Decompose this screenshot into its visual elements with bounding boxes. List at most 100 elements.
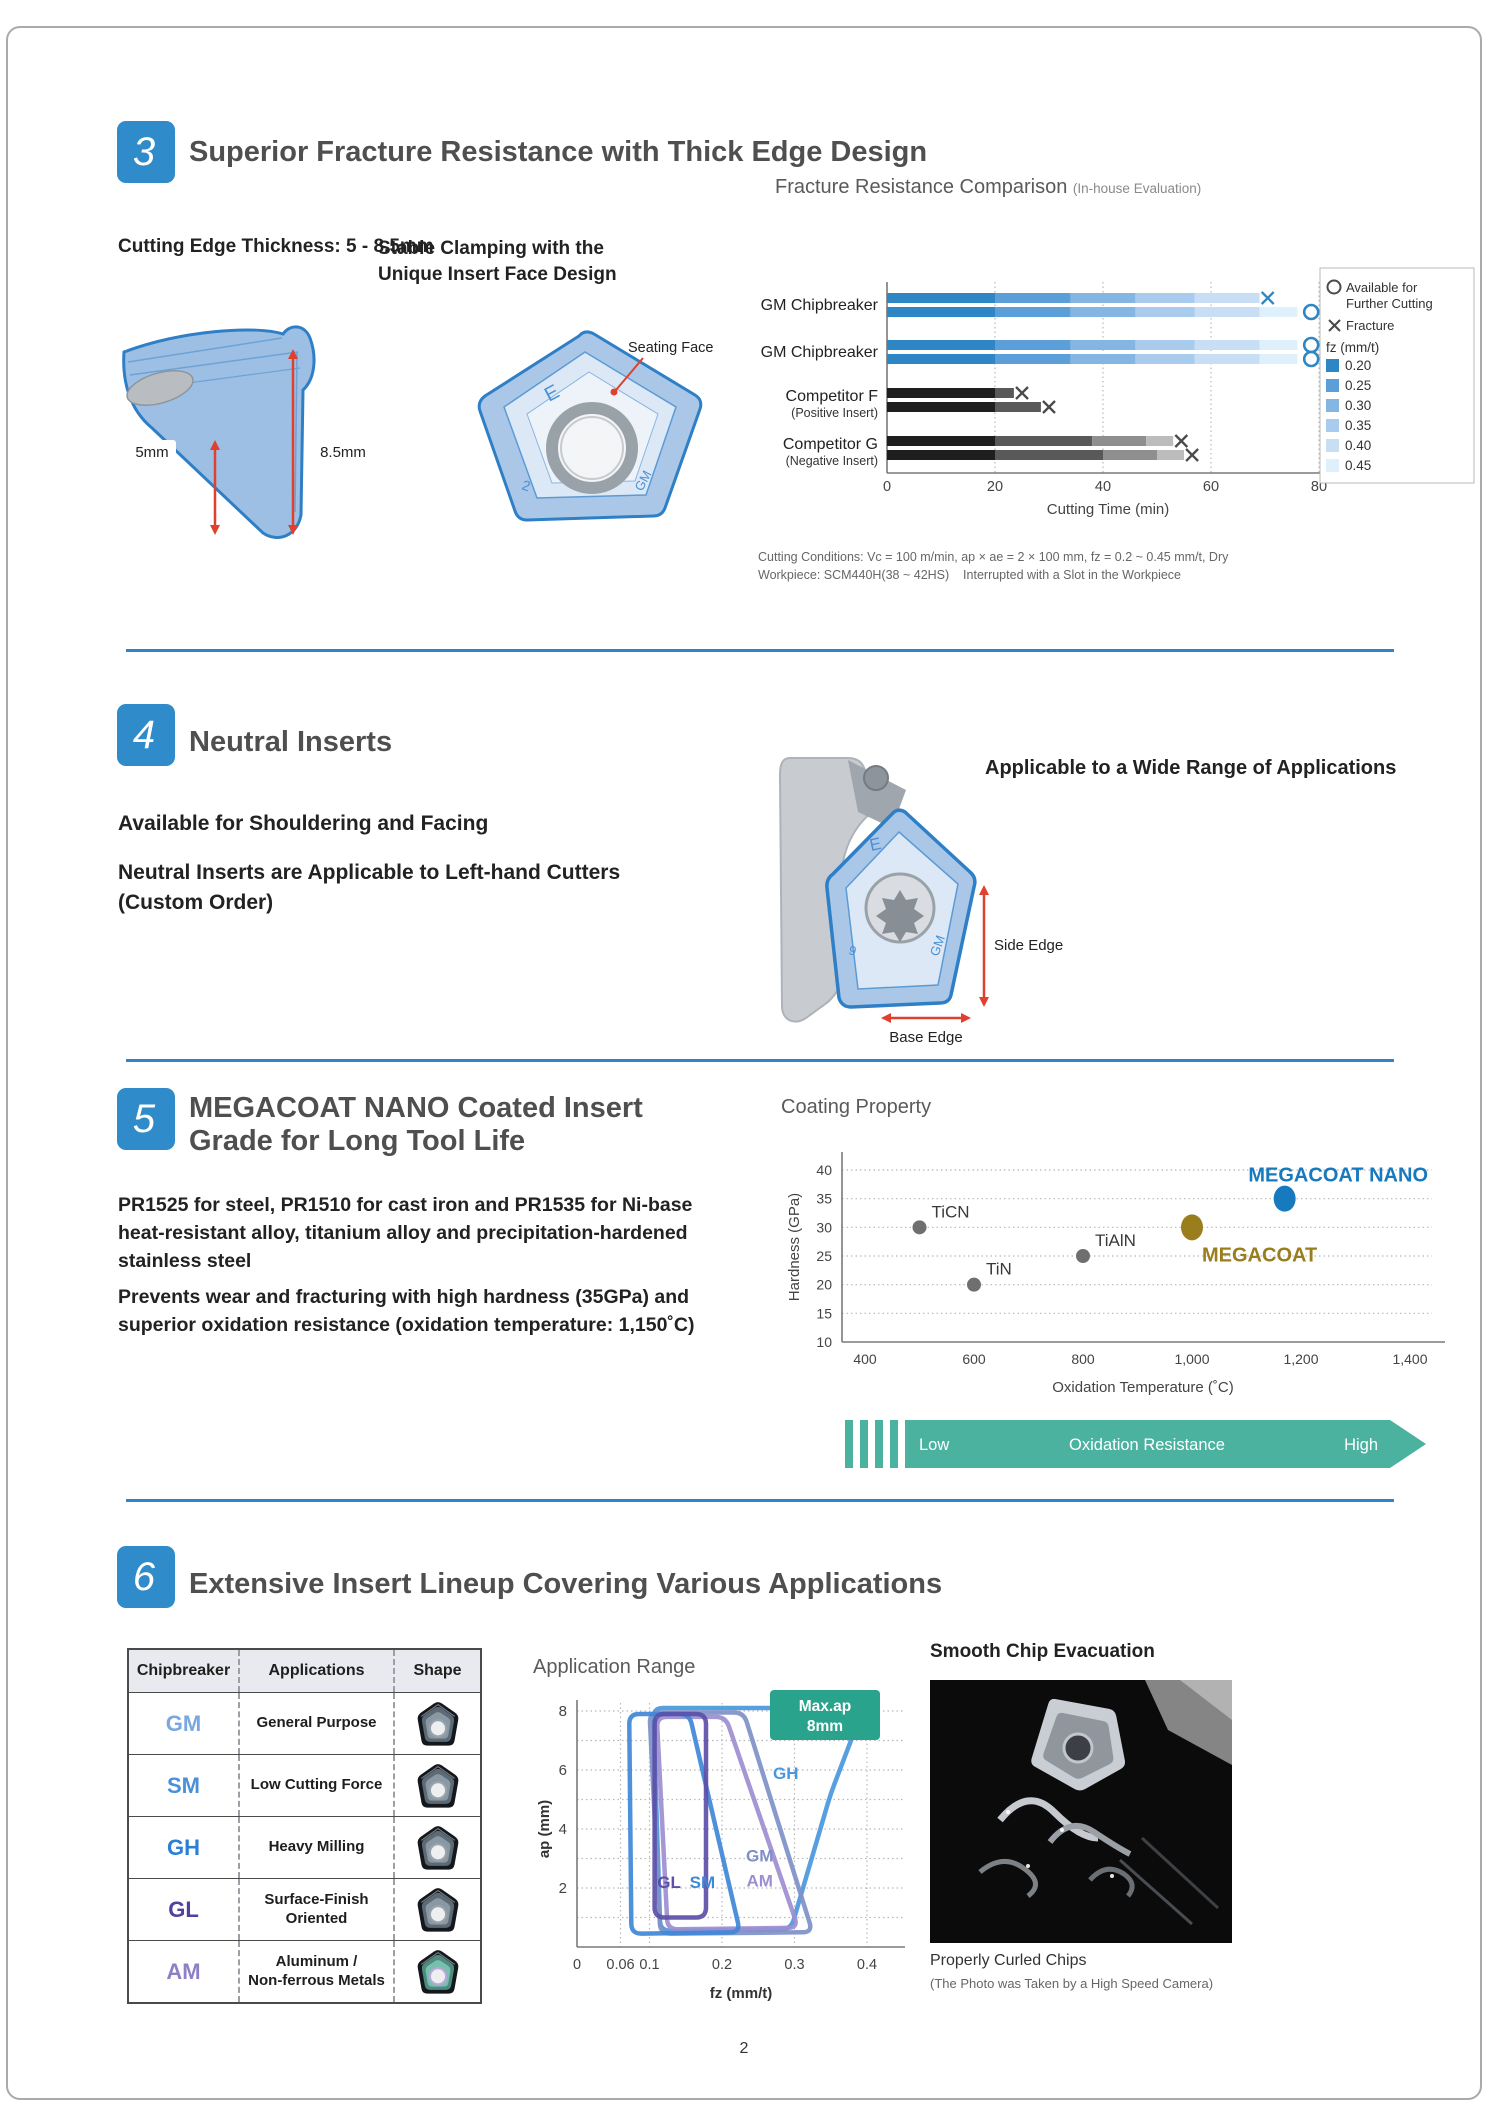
- section-divider: [126, 1059, 1394, 1062]
- x-tick: 0.4: [857, 1957, 877, 1973]
- coating-chart-title: Coating Property: [781, 1096, 932, 1118]
- dim-label-bg: [128, 440, 176, 464]
- legend-fz-value: 0.25: [1345, 378, 1371, 393]
- facet-line: [129, 351, 299, 376]
- legend-swatch: [1326, 459, 1339, 472]
- x-tick: 600: [962, 1351, 986, 1367]
- bar-segment: [995, 402, 1041, 412]
- oxidation-banner-svg: Low Oxidation Resistance High: [845, 1420, 1426, 1468]
- section-3-number-label: 3: [132, 129, 156, 174]
- side-edge-label: Side Edge: [994, 937, 1063, 954]
- row-sublabel: (Positive Insert): [791, 406, 878, 420]
- dim-label-8-5mm: 8.5mm: [320, 444, 366, 461]
- s4-line1: Available for Shouldering and Facing: [118, 812, 489, 835]
- y-axis-label: Hardness (GPa): [786, 1193, 803, 1301]
- bar-segment: [1194, 293, 1260, 303]
- bar-segment: [887, 402, 995, 412]
- bar-segment: [887, 450, 995, 460]
- bar-segment: [995, 340, 1071, 350]
- bar-segment: [1157, 450, 1184, 460]
- section-3-title: Superior Fracture Resistance with Thick …: [189, 136, 928, 168]
- bar-segment: [1194, 307, 1260, 317]
- table-row: AM Aluminum / Non-ferrous Metals: [129, 1940, 480, 2002]
- bar-segment: [1070, 307, 1136, 317]
- scatter-point: TiAlN: [1076, 1231, 1136, 1264]
- col-header-chipbreaker: Chipbreaker: [136, 1662, 231, 1679]
- stable-clamping-heading: Stable Clamping with the Unique Insert F…: [378, 238, 617, 285]
- x-tick: 400: [853, 1351, 877, 1367]
- bar-segment: [1146, 436, 1174, 446]
- photo-caption: Properly Curled Chips: [930, 1952, 1087, 1969]
- section-6-title: Extensive Insert Lineup Covering Various…: [189, 1568, 943, 1600]
- bar-row: GM Chipbreaker: [761, 291, 1320, 321]
- table-cell: GH: [129, 1817, 238, 1878]
- available-circle-marker: [1302, 350, 1320, 368]
- banner-low-label: Low: [919, 1436, 949, 1454]
- region-label-GL: GL: [657, 1873, 681, 1892]
- bar-segment: [1194, 354, 1260, 364]
- legend-available-label: Further Cutting: [1346, 296, 1433, 311]
- section-divider: [126, 649, 1394, 652]
- page-border: [6, 26, 1482, 2100]
- insert-face-figure: E 2 GM Seating Face: [477, 330, 713, 522]
- bar-segment: [1135, 340, 1195, 350]
- y-axis-label: ap (mm): [536, 1800, 553, 1858]
- legend-swatch: [1326, 399, 1339, 412]
- section-4-number: 4: [117, 704, 175, 766]
- insert-cross-section-figure: 5mm 8.5mm: [122, 325, 376, 539]
- legend-swatch: [1326, 379, 1339, 392]
- insert-photo: [417, 1701, 458, 1746]
- badge-line2: 8mm: [807, 1718, 843, 1735]
- x-tick: 0.06: [606, 1957, 634, 1973]
- table-row: SM Low Cutting Force: [129, 1754, 480, 1816]
- region-GL: [652, 1711, 709, 1920]
- bar-segment: [995, 293, 1071, 303]
- section-5-number: 5: [117, 1088, 175, 1150]
- region-label-GH: GH: [773, 1764, 799, 1783]
- banner-bar: [905, 1420, 1390, 1468]
- chip-photo-svg: [930, 1680, 1232, 1943]
- cutting-conditions-line2: Workpiece: SCM440H(38 ~ 42HS) Interrupte…: [758, 568, 1181, 582]
- row-label: Competitor G: [783, 436, 878, 453]
- application-range-chart: 0 0.06 0.1 0.2 0.3 0.4 2 4 6 8 ap (mm) fz (mm/t) GH G…: [520, 1680, 920, 2010]
- legend-available-label: Available for: [1346, 280, 1418, 295]
- bar-segment: [995, 388, 1014, 398]
- seating-face-dot: [610, 388, 618, 396]
- legend-swatch: [1326, 439, 1339, 452]
- bar-segment: [1259, 307, 1298, 317]
- y-tick: 35: [816, 1191, 832, 1207]
- region-GH: [651, 1705, 863, 1933]
- side-edge-arrow: [979, 885, 989, 1007]
- photo-chip-curl: [997, 1797, 1099, 1842]
- table-row: GL Surface-Finish Oriented: [129, 1878, 480, 1940]
- bar-segment: [887, 340, 995, 350]
- section-divider: [126, 1499, 1394, 1502]
- table-cell: [395, 1879, 480, 1940]
- banner-arrow-tip: [1390, 1420, 1426, 1468]
- application-cell: Low Cutting Force: [250, 1776, 383, 1794]
- scatter-point: MEGACOAT NANO: [1248, 1165, 1428, 1212]
- x-tick: 1,000: [1174, 1351, 1209, 1367]
- neutral-insert-figure: E GM 9 Side Edge Base Edge: [778, 757, 1063, 1046]
- seat-ellipse: [126, 370, 194, 406]
- center-hole-ring: [546, 402, 638, 494]
- dim-label-bg: [310, 440, 376, 464]
- scatter-point: MEGACOAT: [1181, 1214, 1317, 1266]
- chipbreaker-code: GM: [165, 1710, 202, 1736]
- region-GM: [647, 1710, 813, 1936]
- x-tick: 0: [883, 479, 891, 495]
- coating-property-chart: 10 15 20 25 30 35 40 400 600 800 1,000 1,200 1,400 Ha…: [770, 1120, 1470, 1410]
- legend-fz-value: 0.40: [1345, 438, 1371, 453]
- table-cell: [395, 1817, 480, 1878]
- x-tick: 40: [1095, 479, 1111, 495]
- table-cell: AM: [129, 1941, 238, 2002]
- point-label: TiCN: [932, 1202, 970, 1221]
- x-tick: 0.1: [639, 1957, 659, 1973]
- table-row: GH Heavy Milling: [129, 1816, 480, 1878]
- base-edge-arrow: [881, 1013, 971, 1023]
- fracture-chart-subtitle: (In-house Evaluation): [1072, 181, 1202, 196]
- chipbreaker-code: GH: [167, 1834, 200, 1860]
- application-cell: General Purpose: [256, 1714, 377, 1732]
- chip-photo: [930, 1680, 1232, 1943]
